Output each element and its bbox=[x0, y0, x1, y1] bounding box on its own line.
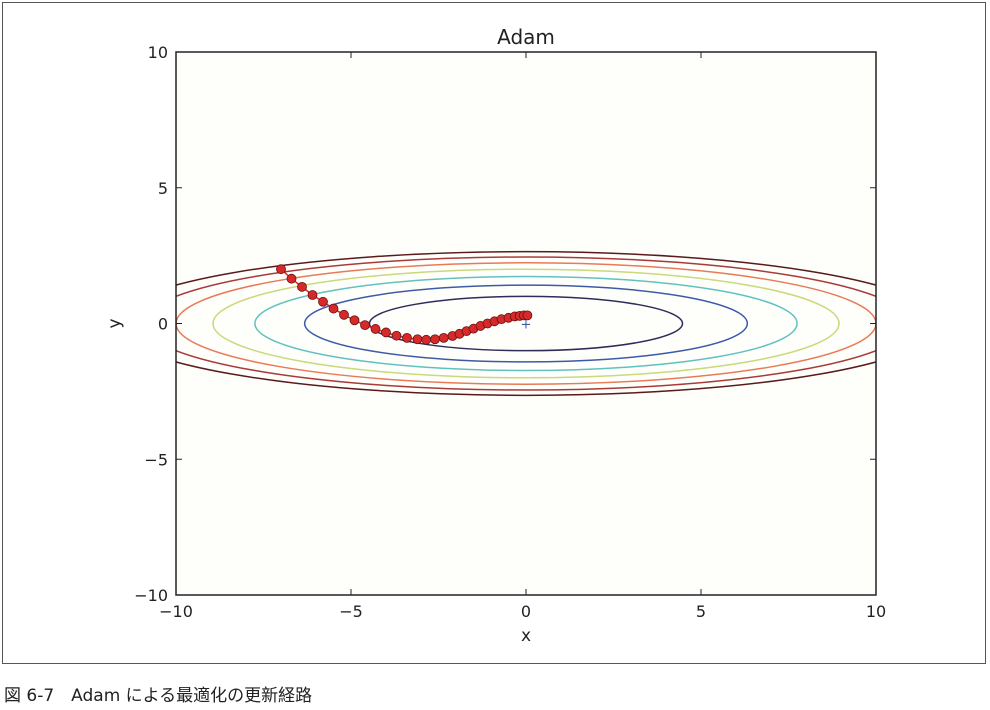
adam-contour-chart: + −10 −5 0 5 10 −10 −5 0 5 10 Adam x y bbox=[105, 25, 886, 646]
axis-ticks: −10 −5 0 5 10 −10 −5 0 5 10 bbox=[134, 43, 886, 621]
optimizer-path bbox=[276, 264, 533, 345]
x-tick-label-2: 0 bbox=[521, 602, 531, 621]
figure-caption: 図 6-7 Adam による最適化の更新経路 bbox=[4, 686, 313, 706]
y-tick-label-4: 10 bbox=[148, 43, 168, 62]
contour-level-4 bbox=[212, 268, 840, 379]
contour-level-3 bbox=[254, 275, 798, 372]
minimum-marker-layer: + bbox=[521, 318, 532, 333]
chart-title: Adam bbox=[497, 25, 555, 49]
path-point-15 bbox=[430, 334, 440, 345]
y-tick-label-0: −10 bbox=[134, 586, 168, 605]
x-axis-label: x bbox=[521, 626, 531, 646]
x-tick-label-4: 10 bbox=[866, 602, 886, 621]
plot-area bbox=[176, 52, 876, 595]
path-point-4 bbox=[318, 296, 328, 307]
path-point-7 bbox=[349, 315, 360, 326]
y-tick-label-2: 0 bbox=[158, 315, 168, 334]
path-point-12 bbox=[402, 332, 412, 343]
path-point-16 bbox=[438, 332, 449, 343]
path-point-8 bbox=[360, 320, 370, 331]
contour-lines bbox=[176, 250, 876, 397]
x-tick-label-3: 5 bbox=[696, 602, 706, 621]
y-tick-label-3: 5 bbox=[158, 179, 168, 198]
figure-frame: + −10 −5 0 5 10 −10 −5 0 5 10 Adam x y bbox=[2, 2, 986, 664]
path-point-10 bbox=[381, 327, 391, 338]
path-point-9 bbox=[370, 324, 381, 334]
y-axis-label: y bbox=[105, 318, 125, 328]
path-point-3 bbox=[307, 290, 318, 300]
path-point-5 bbox=[328, 303, 339, 314]
path-point-29 bbox=[522, 310, 533, 321]
path-point-1 bbox=[286, 273, 297, 284]
path-point-6 bbox=[339, 309, 349, 320]
x-tick-label-0: −10 bbox=[159, 602, 193, 621]
path-point-14 bbox=[421, 334, 432, 345]
minimum-marker: + bbox=[521, 318, 532, 333]
contour-level-2 bbox=[303, 284, 749, 363]
y-tick-label-1: −5 bbox=[144, 450, 168, 469]
path-point-13 bbox=[412, 334, 423, 345]
contour-level-7 bbox=[176, 250, 876, 397]
path-point-11 bbox=[391, 330, 402, 341]
contour-level-5 bbox=[176, 262, 876, 385]
path-point-0 bbox=[276, 264, 286, 275]
contour-level-6 bbox=[176, 256, 876, 391]
x-tick-label-1: −5 bbox=[339, 602, 363, 621]
path-point-2 bbox=[297, 281, 307, 292]
